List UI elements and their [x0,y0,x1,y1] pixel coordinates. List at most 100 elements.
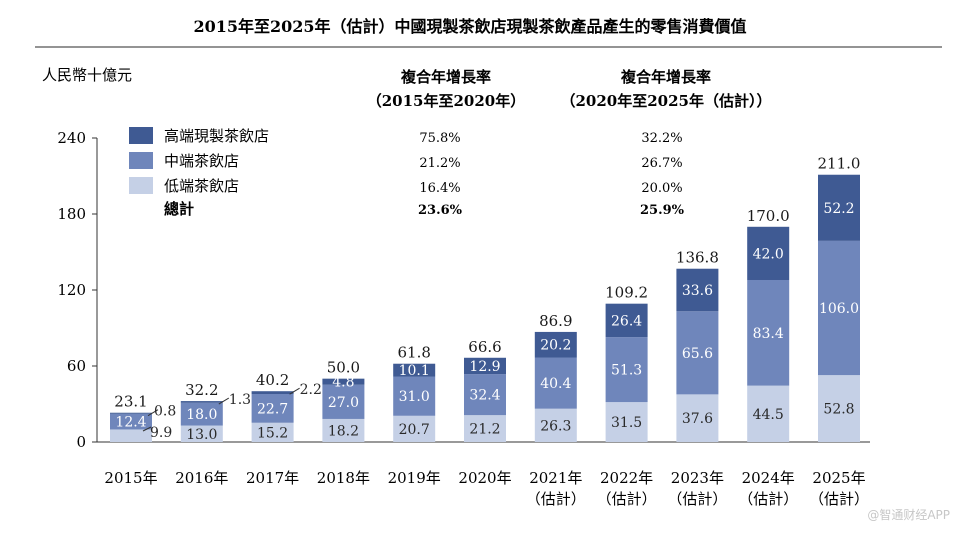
leader-line [142,426,152,432]
legend-swatch-mid [129,152,153,169]
segment-label-low: 15.2 [257,425,288,441]
segment-label-mid: 31.0 [399,389,430,405]
x-tick-label: （估計） [667,490,727,508]
legend-swatch-low [129,177,153,194]
segment-label-premium: 42.0 [753,246,784,262]
bar-segment-mid [393,376,436,416]
y-tick-label: 240 [57,129,86,147]
bar-segment-premium [464,357,506,375]
cagr-col1-value-total: 23.6% [418,203,463,218]
x-tick-label: 2021年 [529,469,582,487]
total-label: 32.2 [185,381,218,399]
legend-label-low: 低端茶飲店 [164,177,239,195]
segment-label-premium: 4.8 [332,375,354,391]
bar-segment-low [605,402,648,442]
segment-label-premium: 26.4 [611,313,642,329]
segment-label-low: 44.5 [753,407,784,423]
segment-label-premium: 33.6 [682,283,713,299]
cagr-col1-title: 複合年增長率 [400,68,491,86]
segment-label-premium: 12.9 [469,359,500,375]
bar-segment-low [322,418,365,442]
segment-label-mid: 12.4 [115,415,146,431]
bar-segment-premium [818,174,860,241]
cagr-col2-value-total: 25.9% [640,203,685,218]
cagr-col2-value-premium: 32.2% [641,131,682,146]
total-label: 23.1 [114,393,147,411]
cagr-col2-period: （2020年至2025年（估計）） [561,92,772,110]
bar-segment-mid [818,240,860,376]
segment-label-mid: 106.0 [819,301,859,317]
segment-label-mid: 18.0 [186,407,217,423]
bar-segment-premium [322,378,365,385]
segment-label-mid: 51.3 [611,363,642,379]
x-tick-label: 2019年 [388,469,441,487]
cagr-col1-value-mid: 21.2% [419,156,460,171]
cagr-col1-value-premium: 75.8% [419,131,460,146]
y-ticks: 0 60 120 180 240 [57,129,97,451]
cagr-col2-title: 複合年增長率 [620,68,711,86]
total-label: 136.8 [676,249,719,267]
bar-segment-low [251,422,294,442]
segment-label-low: 52.8 [823,402,854,418]
total-label: 86.9 [539,312,572,330]
bars: 9.912.4 0.8 23.1 13.0 18.0 1.3 32.2 15.2 22.7 2.2… [110,155,860,443]
bar-segment-premium [747,226,790,280]
segment-label-premium: 52.2 [823,201,854,217]
bar-segment-mid [534,357,577,409]
segment-label-low: 18.2 [328,423,359,439]
segment-label-mid: 65.6 [682,346,713,362]
x-tick-label: 2016年 [175,469,228,487]
bar-segment-premium [110,412,152,414]
x-tick-label: 2015年 [104,469,157,487]
y-axis-unit: 人民幣十億元 [42,66,132,84]
cagr-col2-value-mid: 26.7% [641,156,682,171]
segment-label-low: 26.3 [540,418,571,434]
bar-segment-premium [605,303,648,338]
segment-label-low: 9.9 [150,425,172,441]
bar-segment-mid [605,337,648,403]
bar-segment-low [110,429,152,442]
leader-line [218,397,230,405]
x-tick-label: 2023年 [671,469,724,487]
bar-segment-premium [676,268,719,312]
segment-label-premium: 2.2 [300,382,322,398]
bar-segment-premium [393,363,436,377]
x-tick-label: （估計） [809,490,869,508]
cagr-col1-period: （2015年至2020年） [367,92,526,110]
bar-segment-mid [464,374,506,416]
bar-segment-mid [180,402,223,426]
legend-label-total: 總計 [164,200,194,218]
chart-title: 2015年至2025年（估計）中國現製茶飲店現製茶飲產品產生的零售消費價值 [193,17,746,36]
bar-segment-mid [747,279,790,386]
bar-segment-premium [534,331,577,358]
leader-line [289,387,300,395]
total-label: 66.6 [468,338,501,356]
bar-segment-premium [180,401,223,403]
total-label: 40.2 [256,371,289,389]
segment-label-premium: 20.2 [540,338,571,354]
bar-segment-low [818,375,860,442]
total-label: 61.8 [397,344,430,362]
segment-label-premium: 10.1 [399,363,430,379]
x-tick-label: 2022年 [600,469,653,487]
total-label: 50.0 [327,359,360,377]
x-tick-label: 2020年 [458,469,511,487]
segment-label-mid: 22.7 [257,401,288,417]
segment-label-low: 37.6 [682,411,713,427]
total-label: 170.0 [747,207,790,225]
bar-segment-low [747,385,790,442]
legend-label-mid: 中端茶飲店 [164,152,239,170]
bar-segment-premium [251,391,294,394]
segment-label-mid: 40.4 [540,376,571,392]
x-tick-label: （估計） [597,490,657,508]
legend-swatch-premium [129,127,153,144]
segment-label-premium: 1.3 [229,392,251,408]
x-labels: 2015年 2016年 2017年 2018年 2019年 2020年 2021年 （估計） 2… [104,469,869,508]
bar-segment-mid [676,311,719,395]
bar-segment-mid [322,384,365,419]
cagr-col1-value-low: 16.4% [419,181,460,196]
bar-segment-mid [110,413,152,430]
segment-label-low: 13.0 [186,427,217,443]
x-tick-label: 2025年 [812,469,865,487]
x-tick-label: 2024年 [742,469,795,487]
